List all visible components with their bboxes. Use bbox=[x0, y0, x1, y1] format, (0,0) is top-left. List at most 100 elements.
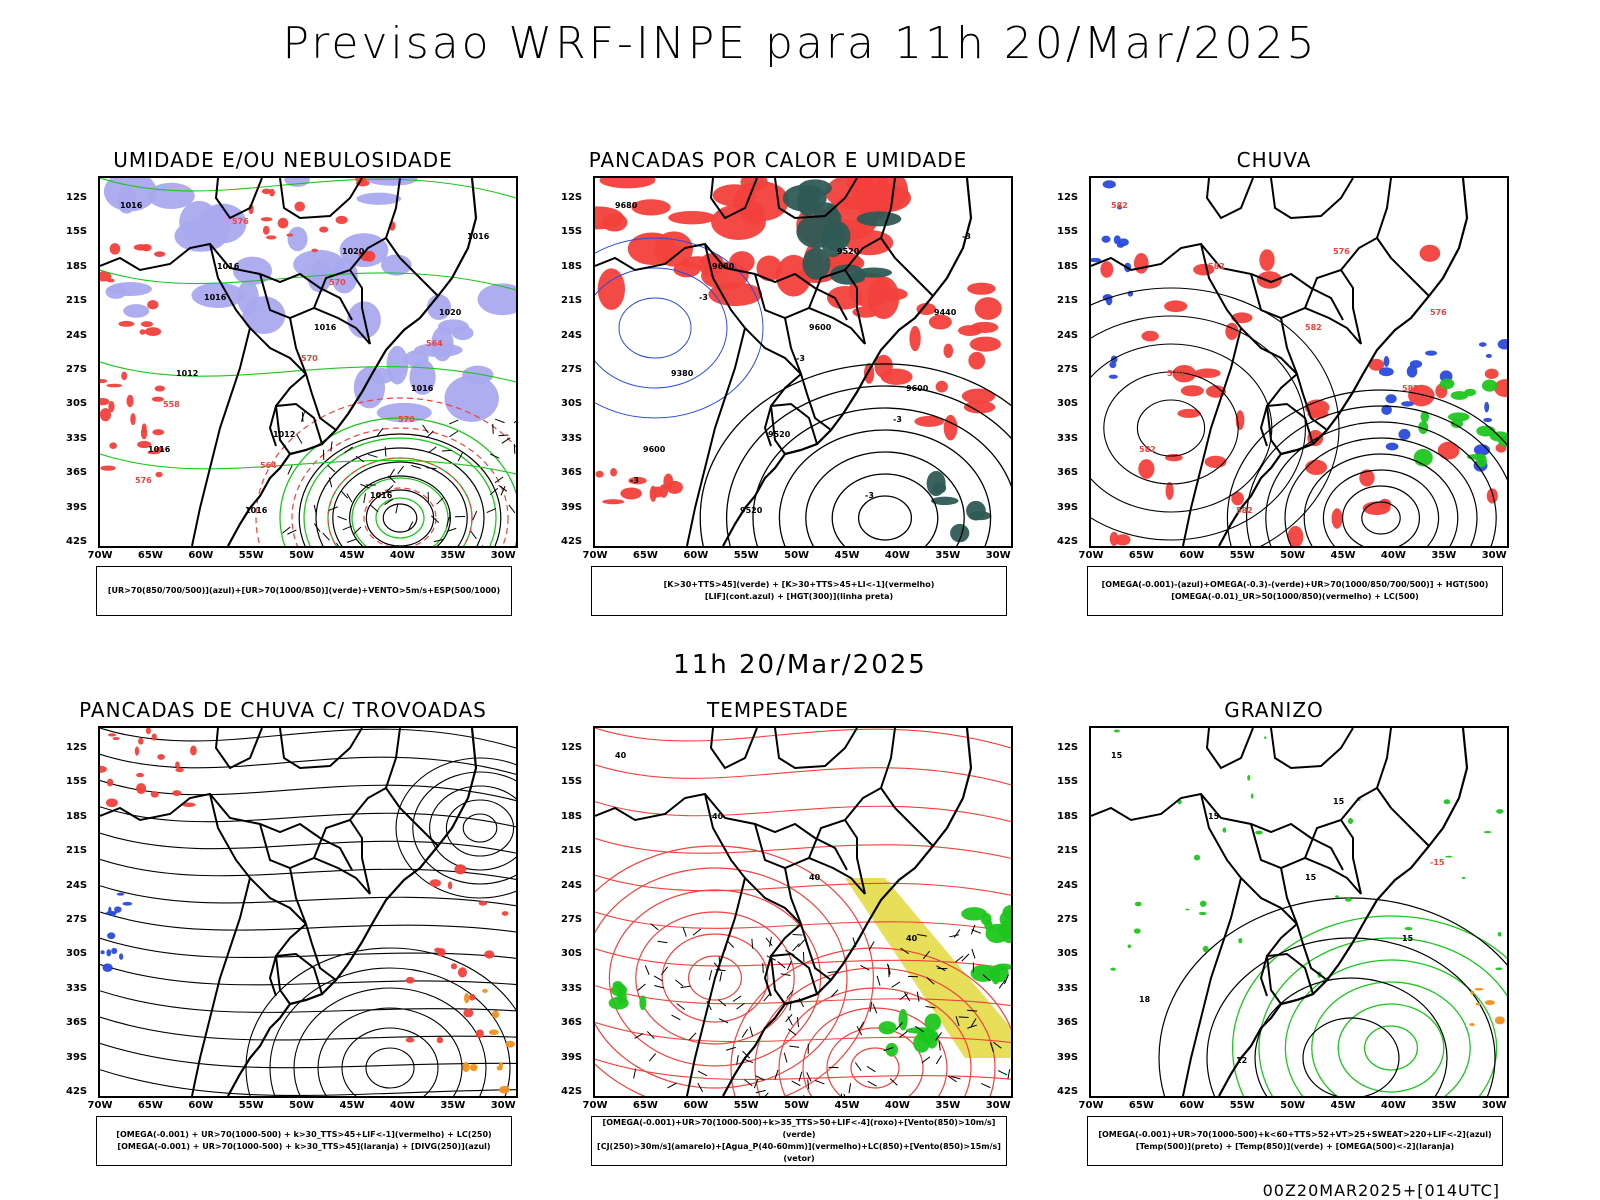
shaded-area bbox=[1484, 368, 1499, 380]
lat-tick-label: 42S bbox=[66, 536, 88, 547]
contour-line bbox=[382, 503, 418, 533]
shaded-area bbox=[286, 233, 294, 237]
wind-vector bbox=[783, 1052, 788, 1063]
shaded-area bbox=[1486, 488, 1498, 504]
country-border bbox=[1280, 867, 1298, 925]
legend-line: [OMEGA(-0.001) + UR>70(1000-500) + k>30_… bbox=[117, 1142, 491, 1151]
contour-line bbox=[279, 417, 516, 546]
streamline bbox=[100, 937, 516, 959]
wind-vector bbox=[346, 493, 353, 503]
contour-label: -3 bbox=[699, 293, 708, 302]
shaded-area bbox=[100, 950, 105, 955]
wind-vector bbox=[425, 430, 434, 439]
wind-vector bbox=[889, 1078, 898, 1086]
shaded-area bbox=[454, 864, 467, 875]
wind-vector bbox=[718, 999, 727, 1007]
wind-vector bbox=[633, 1068, 637, 1079]
country-border bbox=[769, 402, 819, 456]
contour-label: 9680 bbox=[712, 262, 735, 271]
shaded-area bbox=[145, 728, 151, 735]
shaded-area bbox=[943, 343, 954, 359]
coastline bbox=[722, 178, 973, 546]
panel-pancadas-trovoadas: PANCADAS DE CHUVA C/ TROVOADAS 12S 15S 18S 2… bbox=[48, 698, 518, 1178]
wind-vector bbox=[792, 933, 803, 936]
contour-label: 582 bbox=[1111, 201, 1128, 210]
country-border bbox=[1259, 923, 1298, 997]
shaded-area bbox=[1378, 367, 1394, 377]
shaded-area bbox=[1193, 263, 1215, 276]
shaded-area bbox=[356, 192, 402, 205]
lon-tick-label: 70W bbox=[87, 550, 113, 561]
contour-label: 570 bbox=[398, 415, 415, 424]
shaded-area bbox=[928, 314, 952, 330]
shaded-area bbox=[109, 442, 117, 449]
lat-tick-label: 21S bbox=[1057, 295, 1079, 307]
country-border bbox=[595, 792, 848, 871]
country-border bbox=[1376, 787, 1430, 847]
wind-vector bbox=[328, 477, 333, 488]
country-border bbox=[1200, 243, 1328, 431]
contour-line bbox=[332, 461, 468, 546]
coastline bbox=[1218, 728, 1469, 1096]
streamline bbox=[100, 1069, 516, 1096]
shaded-area bbox=[130, 413, 136, 426]
panel-pancadas-calor: PANCADAS POR CALOR E UMIDADE 12S 15S 18S 21S… bbox=[543, 148, 1013, 628]
wind-vector bbox=[494, 476, 504, 484]
wind-vector bbox=[501, 437, 511, 444]
contour-label: 15 bbox=[1111, 751, 1123, 760]
shaded-area bbox=[182, 802, 196, 808]
contour-label: -3 bbox=[630, 476, 639, 485]
streamline bbox=[100, 780, 516, 802]
lat-tick-label: 39S bbox=[66, 501, 88, 513]
shaded-area bbox=[1483, 831, 1492, 834]
shaded-area bbox=[914, 415, 945, 427]
shaded-area bbox=[482, 988, 488, 993]
shaded-area bbox=[110, 911, 116, 917]
panel-umidade: UMIDADE E/OU NEBULOSIDADE 12S 15S 18S 21S 24S… bbox=[48, 148, 518, 628]
shaded-area bbox=[463, 1008, 474, 1018]
wind-vector bbox=[938, 1040, 941, 1051]
shaded-area bbox=[1401, 401, 1414, 407]
shaded-area bbox=[1347, 817, 1354, 825]
wind-vector bbox=[498, 485, 508, 492]
lat-tick-label: 33S bbox=[66, 432, 88, 444]
wind-vector bbox=[634, 1033, 644, 1039]
contour-line bbox=[298, 433, 502, 546]
lat-tick-label: 33S bbox=[66, 982, 88, 994]
wind-vector bbox=[749, 1026, 754, 1037]
wind-vector bbox=[718, 1018, 729, 1024]
shaded-area bbox=[864, 362, 875, 384]
wind-vector bbox=[682, 927, 687, 937]
shaded-area bbox=[602, 499, 625, 505]
wind-vector bbox=[936, 965, 946, 972]
country-border bbox=[1091, 242, 1344, 321]
contour-label: 1020 bbox=[342, 247, 365, 256]
shaded-area bbox=[1359, 469, 1375, 487]
contour-line bbox=[1284, 437, 1478, 546]
shaded-area bbox=[1247, 774, 1251, 781]
lon-tick-label: 70W bbox=[1078, 1100, 1104, 1111]
shaded-area bbox=[969, 336, 1001, 352]
wind-vector bbox=[802, 951, 805, 963]
shaded-area bbox=[1495, 967, 1503, 971]
shaded-area bbox=[1478, 342, 1487, 347]
wind-vector bbox=[353, 526, 362, 535]
wind-vector bbox=[644, 965, 650, 975]
contour-line bbox=[303, 437, 497, 546]
shaded-area bbox=[1127, 944, 1131, 949]
shaded-area bbox=[1117, 205, 1123, 210]
shaded-area bbox=[261, 188, 272, 195]
shaded-area bbox=[1202, 945, 1209, 953]
contour-label: 576 bbox=[232, 217, 249, 226]
contour-line bbox=[317, 1007, 463, 1096]
contour-label: 1016 bbox=[370, 491, 393, 500]
shaded-area bbox=[1368, 358, 1385, 371]
shaded-area bbox=[1450, 419, 1464, 429]
lat-tick-label: 15S bbox=[1057, 226, 1079, 238]
lat-tick-label: 15S bbox=[66, 226, 88, 238]
contour-label: -3 bbox=[865, 491, 874, 500]
shaded-area bbox=[144, 327, 162, 337]
wind-vector bbox=[1007, 1069, 1011, 1080]
wind-vector bbox=[866, 1066, 876, 1073]
shaded-area bbox=[1494, 379, 1507, 398]
